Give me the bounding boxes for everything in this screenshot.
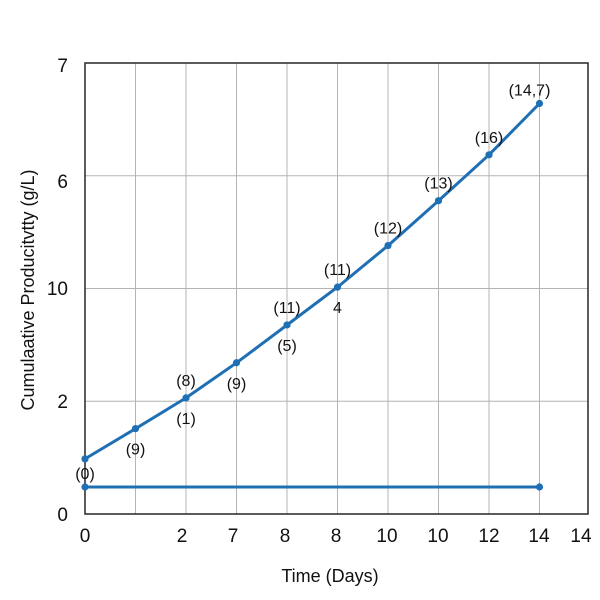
plot-frame [84,62,589,515]
data-point [485,151,493,159]
y-tick-label: 6 [57,172,68,193]
y-tick-label: 7 [57,56,68,77]
y-tick-label: 10 [47,279,68,300]
data-points [81,99,544,491]
data-label: (11) [273,300,300,317]
data-point [81,483,89,491]
x-tick-label: 7 [228,526,239,547]
data-point [81,455,89,463]
data-point [131,425,140,433]
data-label: (0) [75,466,95,483]
x-tick-label: 14 [528,526,550,547]
x-tick-label: 10 [427,526,448,547]
data-label: (16) [475,130,503,147]
x-tick-label: 10 [376,526,397,547]
data-label: 4 [333,300,342,317]
x-axis-label: Time (Days) [281,566,378,586]
data-label: (12) [374,221,402,238]
data-label: (11) [324,262,351,279]
data-point [283,321,291,329]
series-lines [83,102,541,489]
y-axis-label: Cumulaative Producitvtty (g/L) [18,169,38,410]
data-point [535,483,544,491]
data-labels: (9) (8) (1) (9) (11) (5) (11) 4 (12) (13) (16) (14,… [75,83,550,483]
x-tick-label: 12 [478,526,499,547]
x-tick-label: 8 [331,526,342,547]
data-label: (5) [277,338,297,355]
data-point [333,283,342,291]
x-tick-label: 14 [570,526,592,547]
data-point [182,394,190,402]
x-tick-label: 0 [80,526,91,547]
x-tick-label: 8 [280,526,291,547]
data-label: (1) [176,411,196,428]
data-point [535,99,544,108]
x-axis-ticks: 0 2 7 8 8 10 10 12 14 14 [80,526,592,547]
data-point [384,241,392,250]
data-label: (13) [424,176,452,193]
data-label: (9) [126,442,146,459]
x-tick-label: 2 [177,526,188,547]
y-axis-ticks: 0 2 10 6 7 [47,56,68,526]
plot-border [84,62,589,515]
data-label: (8) [176,373,196,390]
data-point [232,359,241,367]
data-point [434,197,443,205]
data-label: (14,7) [509,83,551,100]
data-label: (9) [227,376,247,393]
y-tick-label: 0 [57,505,68,526]
series-line [83,102,541,461]
y-tick-label: 2 [57,392,68,413]
